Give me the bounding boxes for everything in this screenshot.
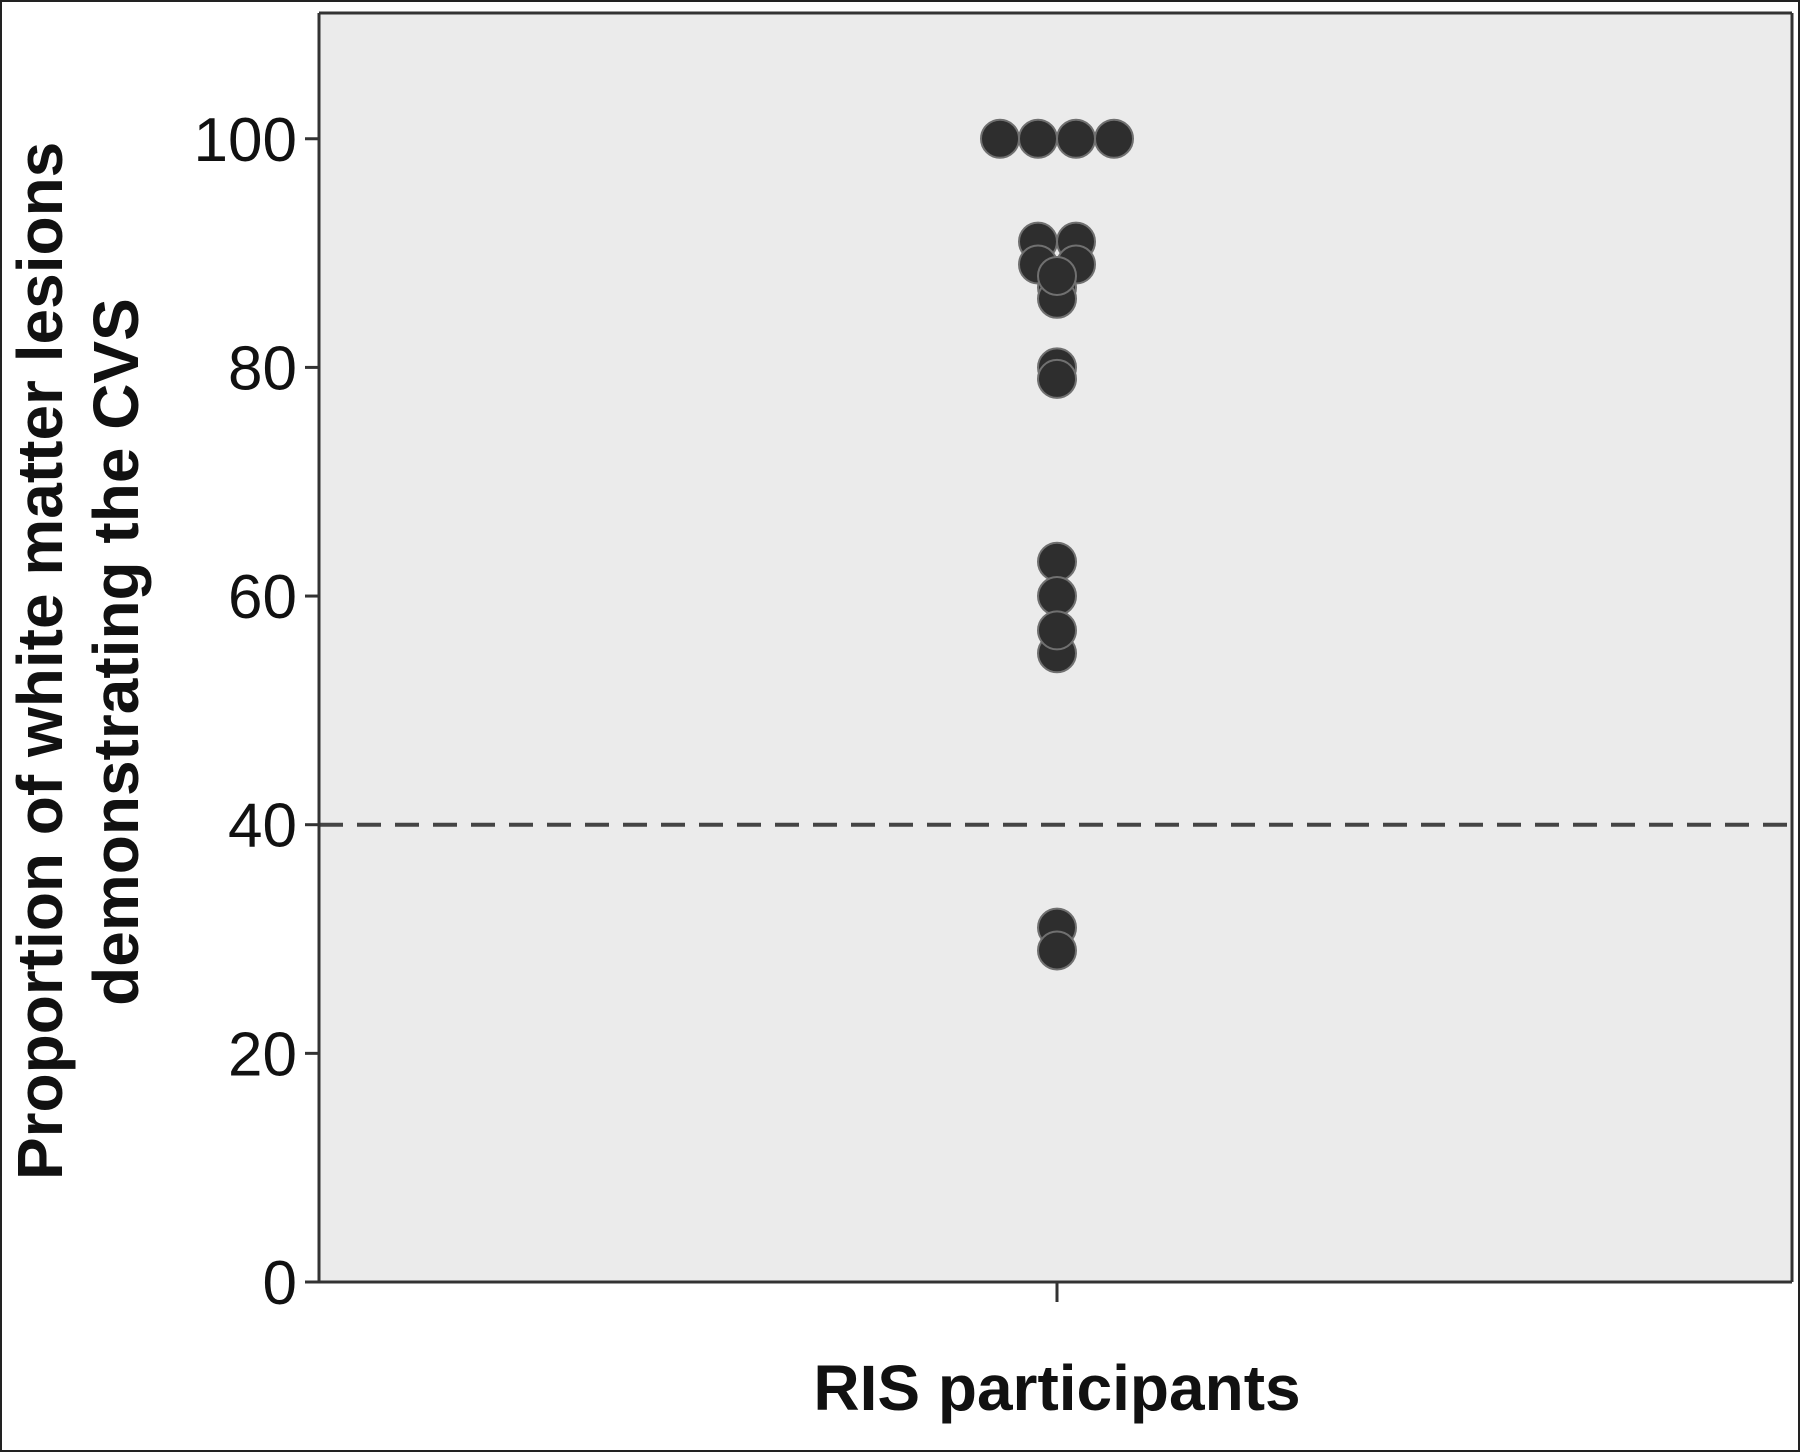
y-tick-label-60: 60 (228, 563, 297, 632)
y-tick-label-100: 100 (194, 106, 297, 175)
data-point-15 (1037, 576, 1077, 617)
y-axis-title-line-2: demonstrating the CVS (80, 298, 152, 1006)
y-tick-label-80: 80 (228, 334, 297, 403)
data-point-3 (1056, 118, 1096, 159)
data-point-4 (1094, 118, 1134, 159)
y-axis-title-line-1: Proportion of white matter lesions (4, 142, 76, 1180)
data-point-2 (1018, 118, 1058, 159)
data-point-14 (1037, 541, 1077, 582)
y-tick-label-0: 0 (263, 1249, 297, 1318)
y-axis-title: Proportion of white matter lesions demon… (4, 124, 152, 1180)
y-tick-label-20: 20 (228, 1020, 297, 1089)
data-point-11 (1037, 255, 1077, 296)
y-tick-label-40: 40 (228, 792, 297, 861)
x-axis-title: RIS participants (813, 1352, 1300, 1424)
data-point-1 (980, 118, 1020, 159)
data-point-13 (1037, 358, 1077, 399)
data-point-19 (1037, 930, 1077, 971)
data-point-17 (1037, 610, 1077, 651)
